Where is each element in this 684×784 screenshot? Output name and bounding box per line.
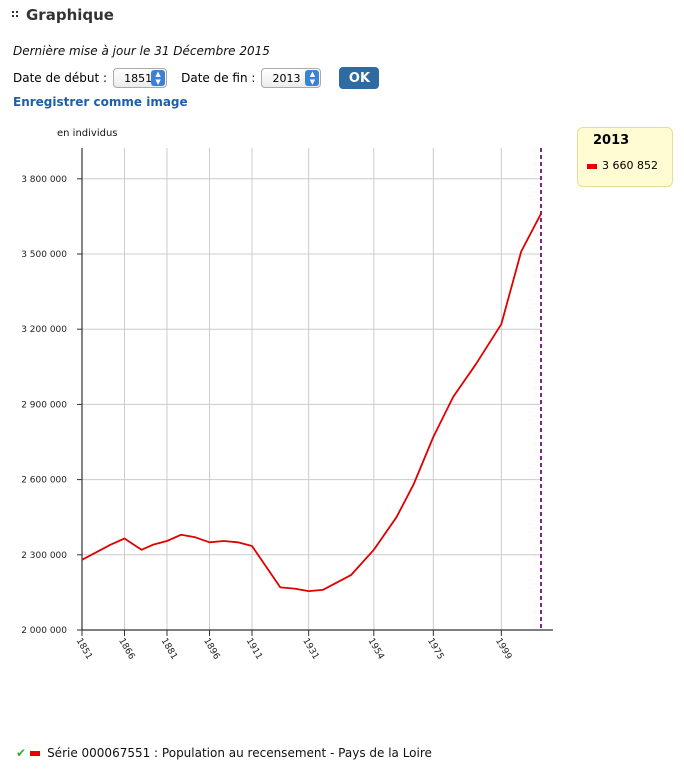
date-range-controls: Date de début : 1851 ▲ ▼ Date de fin : 20… (13, 67, 380, 89)
y-tick-label: 2 000 000 (21, 626, 67, 636)
y-tick-label: 3 500 000 (21, 250, 67, 260)
y-tick-label: 2 900 000 (21, 400, 67, 410)
end-date-select[interactable]: 2013 ▲ ▼ (261, 68, 322, 88)
tooltip-year: 2013 (593, 133, 630, 148)
y-tick-label: 3 200 000 (21, 325, 67, 335)
ok-button[interactable]: OK (339, 67, 380, 89)
value-tooltip: 2013 3 660 852 (577, 127, 673, 187)
x-tick-label: 1999 (493, 637, 513, 662)
x-tick-label: 1954 (366, 637, 386, 662)
start-date-value: 1851 (124, 71, 153, 85)
select-arrows-icon: ▲ ▼ (151, 70, 166, 86)
x-tick-label: 1881 (159, 637, 179, 662)
end-date-value: 2013 (272, 71, 301, 85)
chart-legend: ✔ Série 000067551 : Population au recens… (16, 746, 432, 760)
y-tick-label: 2 300 000 (21, 551, 67, 561)
section-title: Graphique (26, 6, 114, 24)
y-tick-label: 3 800 000 (21, 175, 67, 185)
start-date-label: Date de début : (13, 71, 108, 85)
y-axis-unit-label: en individus (57, 128, 118, 139)
series-line (81, 213, 542, 592)
x-tick-label: 1866 (116, 637, 136, 662)
x-tick-label: 1911 (244, 637, 264, 662)
end-date-label: Date de fin : (181, 71, 256, 85)
select-arrows-icon: ▲ ▼ (305, 70, 320, 86)
save-as-image-link[interactable]: Enregistrer comme image (13, 95, 188, 109)
drag-handle-icon[interactable] (12, 10, 20, 20)
x-tick-label: 1975 (425, 637, 445, 662)
checkmark-icon[interactable]: ✔ (16, 746, 27, 760)
y-tick-label: 2 600 000 (21, 476, 67, 486)
x-tick-label: 1896 (201, 637, 221, 662)
series-color-swatch (587, 164, 597, 169)
x-tick-label: 1931 (300, 637, 320, 662)
last-updated-text: Dernière mise à jour le 31 Décembre 2015 (13, 44, 270, 58)
start-date-select[interactable]: 1851 ▲ ▼ (113, 68, 168, 88)
series-color-swatch (30, 750, 41, 756)
x-tick-label: 1851 (74, 637, 94, 662)
section-header: Graphique (12, 6, 114, 24)
tooltip-value: 3 660 852 (602, 159, 658, 172)
legend-series-label: Série 000067551 : Population au recensem… (47, 746, 432, 760)
